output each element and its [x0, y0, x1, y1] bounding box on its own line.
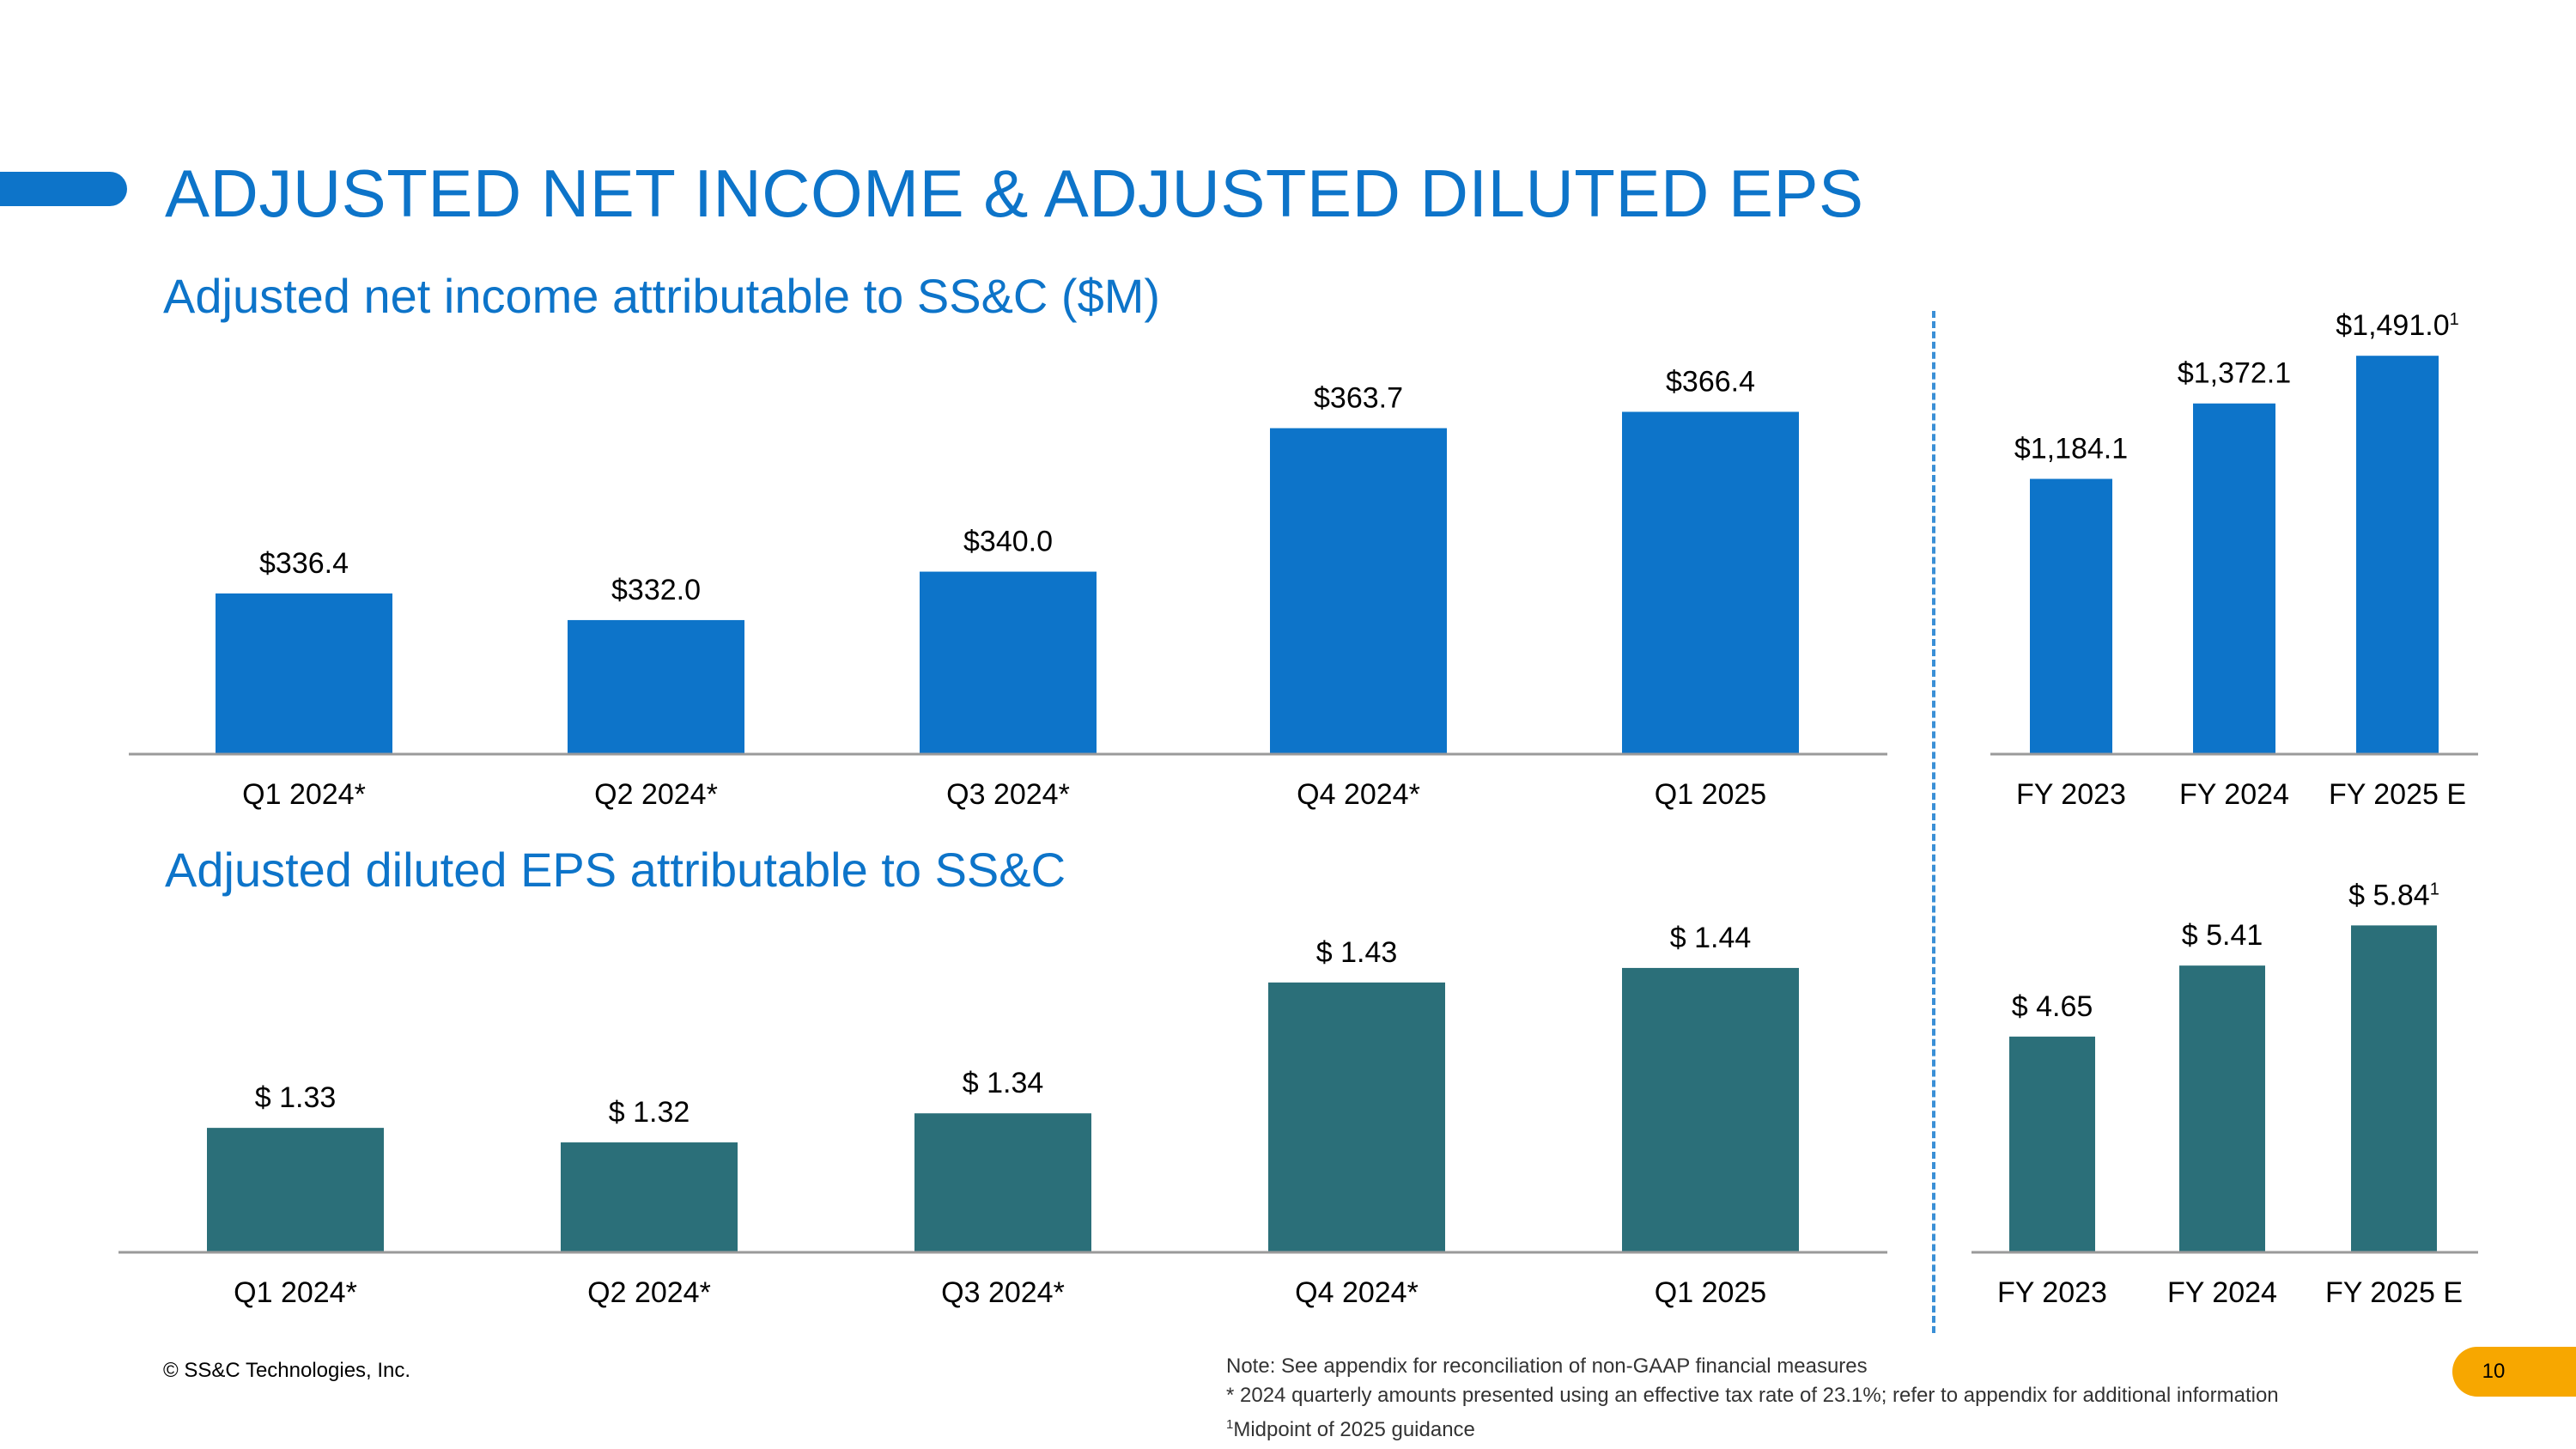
eps-annual-category-label-3: FY 2025 E: [2325, 1276, 2463, 1309]
income-annual-bar-2: [2193, 403, 2275, 753]
footnotes: Note: See appendix for reconciliation of…: [1226, 1352, 2279, 1445]
eps-annual-bar-3: [2351, 925, 2437, 1251]
income-quarterly-value-label-1: $336.4: [259, 547, 349, 580]
note-nongaap: Note: See appendix for reconciliation of…: [1226, 1355, 1868, 1378]
note-midpoint: 1Midpoint of 2025 guidance: [1226, 1410, 2279, 1445]
income-quarterly-category-label-3: Q3 2024*: [946, 778, 1070, 811]
footnote-text: Midpoint of 2025 guidance: [1233, 1418, 1475, 1441]
accent-bar: [0, 172, 127, 206]
eps-annual-bar-1: [2009, 1036, 2095, 1251]
eps-annual-value-label-2: $ 5.41: [2182, 919, 2263, 952]
income-quarterly-bar-4: [1270, 428, 1447, 753]
eps-quarterly-category-label-5: Q1 2025: [1655, 1276, 1766, 1309]
income-quarterly-value-label-3: $340.0: [963, 526, 1053, 558]
income-quarterly-value-label-5: $366.4: [1666, 365, 1755, 398]
eps-quarterly-bar-3: [914, 1113, 1091, 1251]
income-quarterly-bar-1: [216, 593, 392, 753]
income-annual-value-label-3: $1,491.01: [2336, 309, 2458, 342]
eps-quarterly-category-label-2: Q2 2024*: [587, 1276, 711, 1309]
eps-annual-bar-2: [2179, 965, 2265, 1251]
eps-quarterly-category-label-1: Q1 2024*: [234, 1276, 357, 1309]
income-quarterly-value-label-4: $363.7: [1314, 382, 1403, 415]
income-quarterly-category-label-5: Q1 2025: [1655, 778, 1766, 811]
footnote-marker: 1: [1226, 1417, 1234, 1432]
eps-quarterly-value-label-4: $ 1.43: [1316, 936, 1398, 969]
note-tax-rate: * 2024 quarterly amounts presented using…: [1226, 1384, 2279, 1407]
income-quarterly-bar-3: [920, 571, 1097, 753]
page-number-badge: 10: [2452, 1347, 2576, 1397]
footnote-marker: 1: [2430, 880, 2439, 898]
income-quarterly-category-label-4: Q4 2024*: [1297, 778, 1420, 811]
eps-quarterly-value-label-1: $ 1.33: [255, 1081, 337, 1114]
income-quarterly-category-label-1: Q1 2024*: [242, 778, 366, 811]
eps-quarterly-value-label-3: $ 1.34: [963, 1067, 1044, 1099]
eps-quarterly-category-label-3: Q3 2024*: [941, 1276, 1065, 1309]
income-annual-value-label-1: $1,184.1: [2014, 433, 2128, 466]
income-annual-bar-3: [2356, 356, 2439, 753]
eps-quarterly-value-label-2: $ 1.32: [609, 1096, 690, 1129]
income-annual-category-label-1: FY 2023: [2016, 778, 2126, 811]
income-quarterly-value-label-2: $332.0: [611, 574, 701, 606]
income-subtitle: Adjusted net income attributable to SS&C…: [163, 269, 1161, 323]
income-annual-category-label-3: FY 2025 E: [2329, 778, 2466, 811]
eps-quarterly-bar-4: [1268, 982, 1445, 1251]
eps-quarterly-bar-1: [207, 1128, 384, 1251]
page-number: 10: [2482, 1360, 2506, 1383]
eps-subtitle: Adjusted diluted EPS attributable to SS&…: [165, 843, 1066, 897]
eps-quarterly-bar-2: [561, 1142, 738, 1251]
eps-quarterly-category-label-4: Q4 2024*: [1295, 1276, 1419, 1309]
income-annual-category-label-2: FY 2024: [2179, 778, 2289, 811]
income-quarterly-category-label-2: Q2 2024*: [594, 778, 718, 811]
eps-quarterly-bar-5: [1622, 967, 1799, 1251]
eps-quarterly-value-label-5: $ 1.44: [1670, 922, 1752, 954]
income-quarterly-bar-2: [568, 619, 744, 753]
income-annual-value-label-2: $1,372.1: [2178, 357, 2291, 390]
eps-annual-category-label-2: FY 2024: [2167, 1276, 2277, 1309]
footnote-marker: 1: [2450, 310, 2459, 329]
copyright: © SS&C Technologies, Inc.: [163, 1359, 411, 1382]
income-quarterly-bar-5: [1622, 411, 1799, 753]
income-annual-bar-1: [2030, 478, 2112, 753]
section-divider: [1932, 311, 1935, 1333]
eps-annual-value-label-1: $ 4.65: [2012, 990, 2093, 1023]
page-title: ADJUSTED NET INCOME & ADJUSTED DILUTED E…: [165, 155, 1864, 231]
eps-annual-value-label-3: $ 5.841: [2348, 879, 2439, 911]
eps-annual-category-label-1: FY 2023: [1997, 1276, 2107, 1309]
